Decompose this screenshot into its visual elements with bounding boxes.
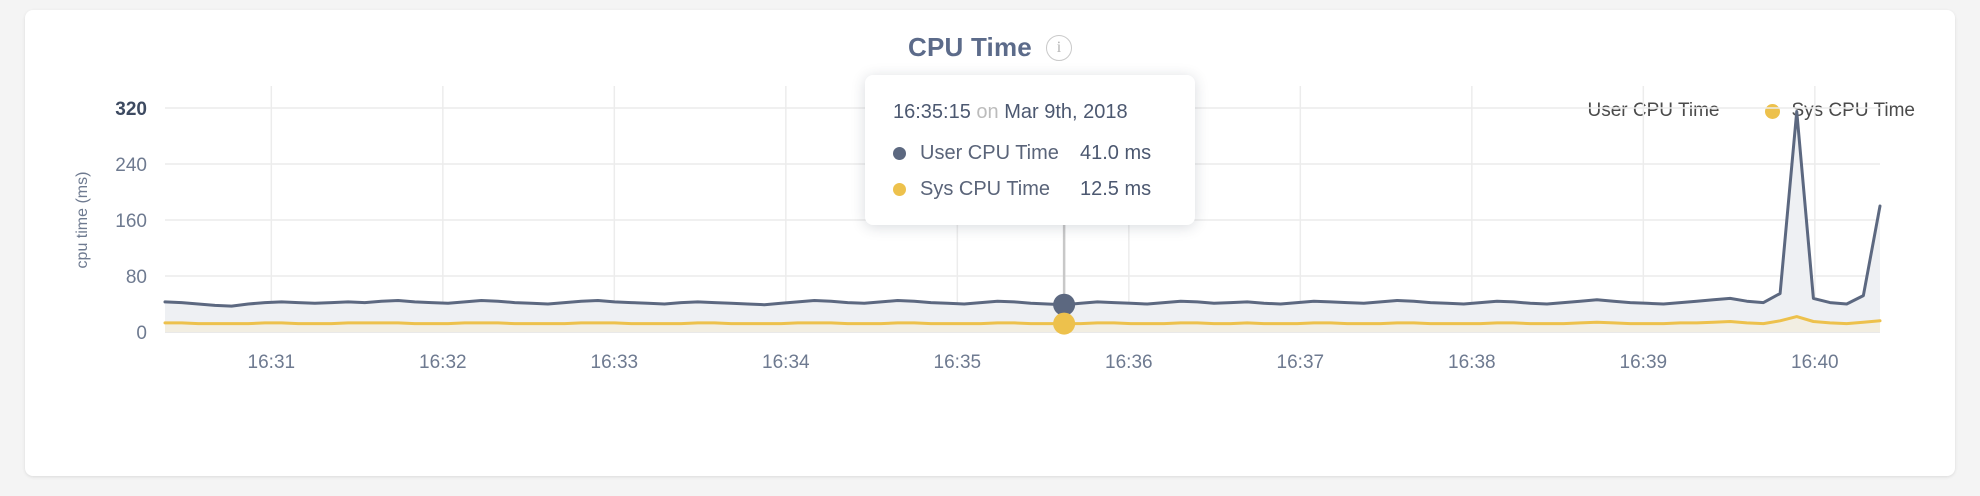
tooltip-header: 16:35:15 on Mar 9th, 2018 bbox=[893, 101, 1167, 124]
x-axis-tick-label: 16:39 bbox=[1620, 352, 1668, 373]
tooltip-dot-sys-cpu-time bbox=[893, 183, 906, 196]
x-axis-tick-label: 16:33 bbox=[591, 352, 639, 373]
tooltip-on-word: on bbox=[976, 101, 999, 123]
legend-label-user-cpu-time: User CPU Time bbox=[1587, 100, 1720, 121]
series-line-1 bbox=[163, 315, 1882, 326]
info-circle-icon[interactable]: i bbox=[1045, 34, 1072, 61]
hover-marker-1 bbox=[1053, 312, 1076, 335]
x-axis-tick-label: 16:40 bbox=[1791, 352, 1839, 373]
tooltip-label-sys-cpu-time: Sys CPU Time bbox=[920, 178, 1051, 200]
x-axis-tick-label: 16:35 bbox=[934, 352, 982, 373]
tooltip-row-user-cpu-time: User CPU Time 41.0 ms bbox=[893, 142, 1167, 165]
chart-legend: User CPU Time Sys CPU Time bbox=[1562, 100, 1916, 122]
tooltip-row-sys-cpu-time: Sys CPU Time 12.5 ms bbox=[893, 178, 1167, 201]
x-axis-tick-label: 16:34 bbox=[762, 352, 810, 373]
y-axis-tick-label: 80 bbox=[126, 267, 147, 288]
chart-tooltip: 16:35:15 on Mar 9th, 2018 User CPU Time … bbox=[865, 75, 1195, 225]
x-axis-tick-label: 16:37 bbox=[1277, 352, 1325, 373]
y-axis-tick-label: 240 bbox=[115, 155, 147, 176]
x-axis-tick-label: 16:38 bbox=[1448, 352, 1496, 373]
chart-plot-area[interactable]: 0 80 160 240 320 16:31 16:32 16:33 16:34 16:35 16:… bbox=[25, 10, 1955, 476]
y-axis-tick-label: 320 bbox=[115, 99, 147, 120]
x-axis-tick-label: 16:36 bbox=[1105, 352, 1153, 373]
hover-marker-0 bbox=[1053, 293, 1076, 316]
tooltip-label-user-cpu-time: User CPU Time bbox=[920, 142, 1059, 164]
y-axis-label: cpu time (ms) bbox=[74, 172, 91, 269]
tooltip-time: 16:35:15 bbox=[893, 101, 971, 123]
chart-svg: 0 80 160 240 320 16:31 16:32 16:33 16:34 16:35 16:… bbox=[74, 86, 1882, 373]
tooltip-value-sys-cpu-time: 12.5 ms bbox=[1080, 178, 1152, 200]
tooltip-value-user-cpu-time: 41.0 ms bbox=[1080, 142, 1152, 164]
x-axis-tick-label: 16:31 bbox=[248, 352, 296, 373]
tooltip-dot-user-cpu-time bbox=[893, 147, 906, 160]
y-axis-tick-label: 0 bbox=[136, 323, 147, 344]
legend-label-sys-cpu-time: Sys CPU Time bbox=[1791, 100, 1915, 121]
series-line-0 bbox=[163, 110, 1882, 308]
legend-item-user-cpu-time[interactable]: User CPU Time bbox=[1562, 100, 1720, 122]
series-area-0 bbox=[165, 111, 1880, 332]
x-axis-tick-label: 16:32 bbox=[419, 352, 467, 373]
y-axis-tick-label: 160 bbox=[115, 211, 147, 232]
tooltip-date: Mar 9th, 2018 bbox=[1004, 101, 1128, 123]
